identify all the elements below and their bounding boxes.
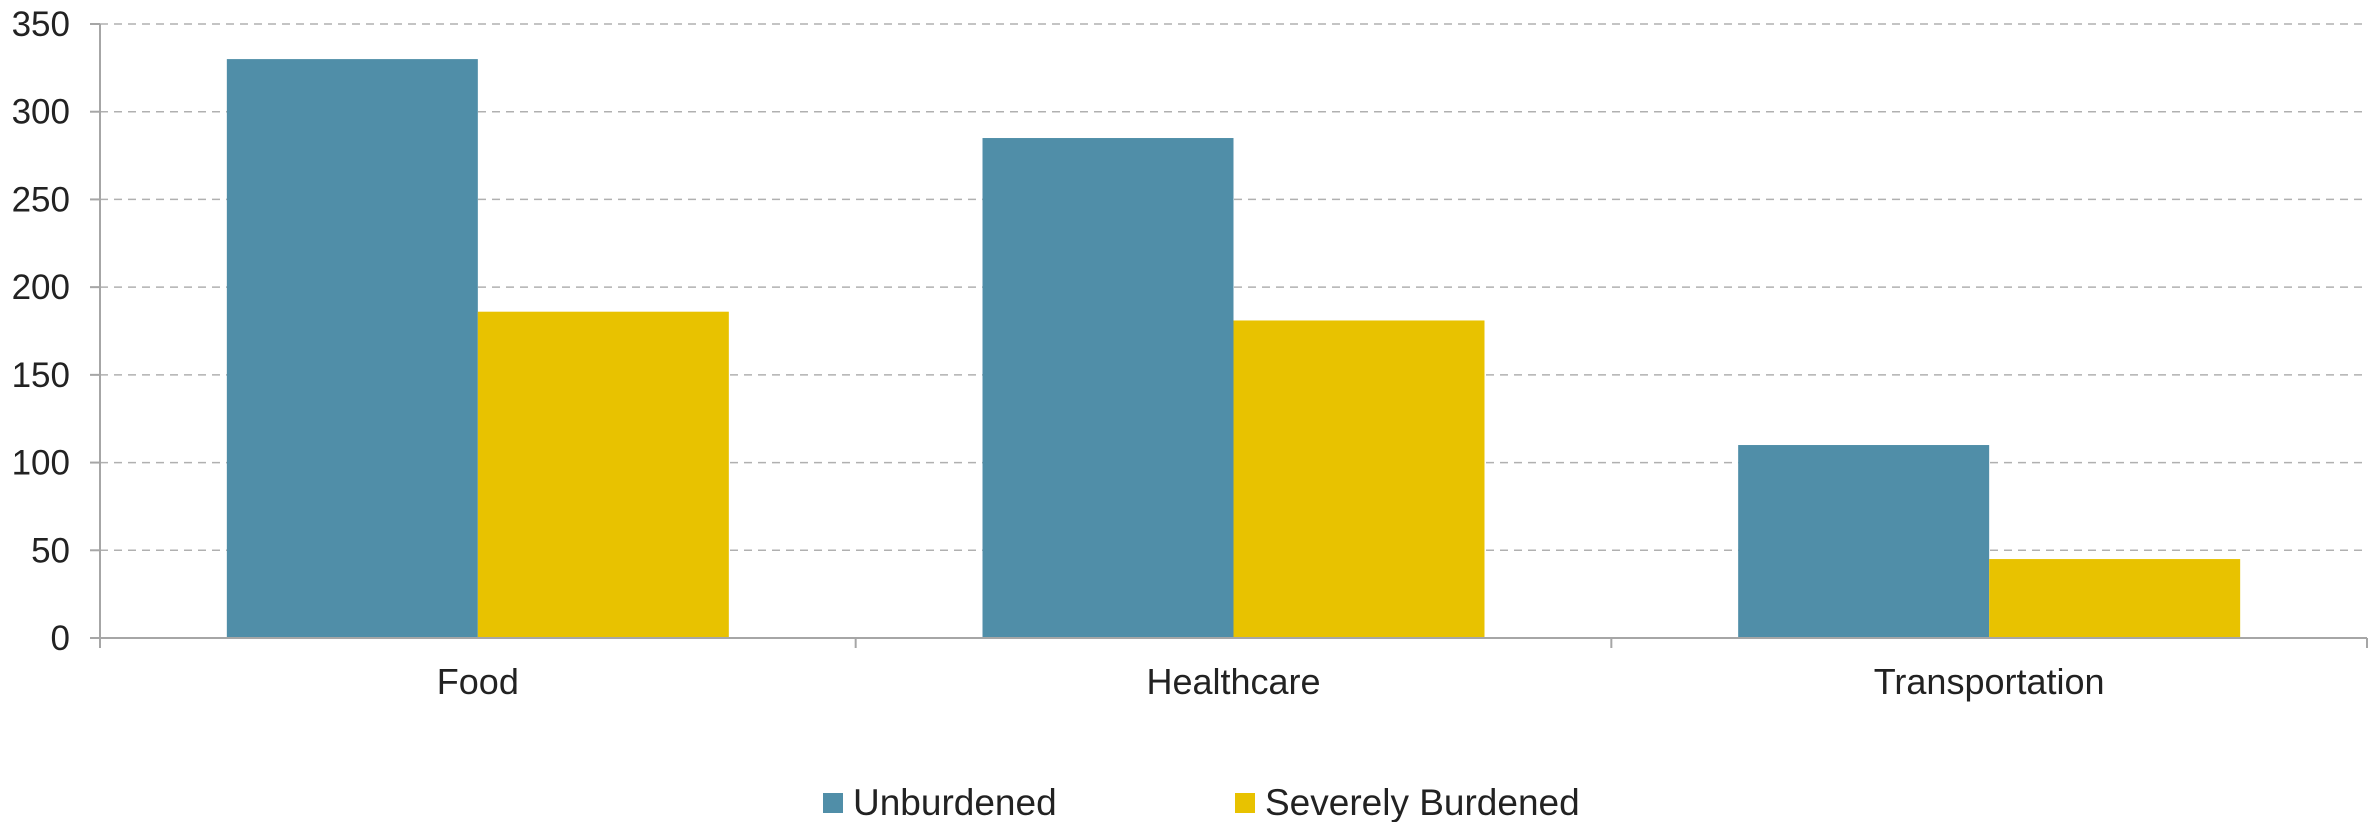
y-tick-label: 350 bbox=[12, 5, 70, 44]
y-tick-label: 300 bbox=[12, 93, 70, 132]
bar-transportation-severely-burdened bbox=[1989, 559, 2241, 638]
x-tick-label: Healthcare bbox=[1146, 661, 1320, 702]
y-tick-label: 250 bbox=[12, 180, 70, 219]
bar-transportation-unburdened bbox=[1738, 445, 1990, 638]
y-tick-label: 200 bbox=[12, 268, 70, 307]
y-tick-label: 50 bbox=[31, 531, 70, 570]
bar-healthcare-unburdened bbox=[982, 138, 1234, 638]
axes bbox=[90, 23, 2368, 648]
legend: Unburdened Severely Burdened bbox=[823, 782, 1580, 822]
legend-swatch bbox=[823, 793, 843, 813]
y-tick-label: 150 bbox=[12, 356, 70, 395]
x-tick-label: Transportation bbox=[1874, 661, 2105, 702]
y-axis-tick-labels: 0 50 100 150 200 250 300 350 bbox=[12, 5, 70, 658]
legend-swatch bbox=[1235, 793, 1255, 813]
bars bbox=[226, 59, 2241, 639]
x-tick-label: Food bbox=[437, 661, 519, 702]
bar-food-unburdened bbox=[226, 59, 478, 639]
bar-healthcare-severely-burdened bbox=[1233, 320, 1485, 638]
bar-food-severely-burdened bbox=[477, 311, 729, 638]
legend-label: Unburdened bbox=[853, 782, 1057, 822]
x-axis-tick-labels: Food Healthcare Transportation bbox=[437, 661, 2105, 702]
y-tick-label: 0 bbox=[51, 619, 70, 658]
legend-label: Severely Burdened bbox=[1265, 782, 1580, 822]
y-tick-label: 100 bbox=[12, 444, 70, 483]
